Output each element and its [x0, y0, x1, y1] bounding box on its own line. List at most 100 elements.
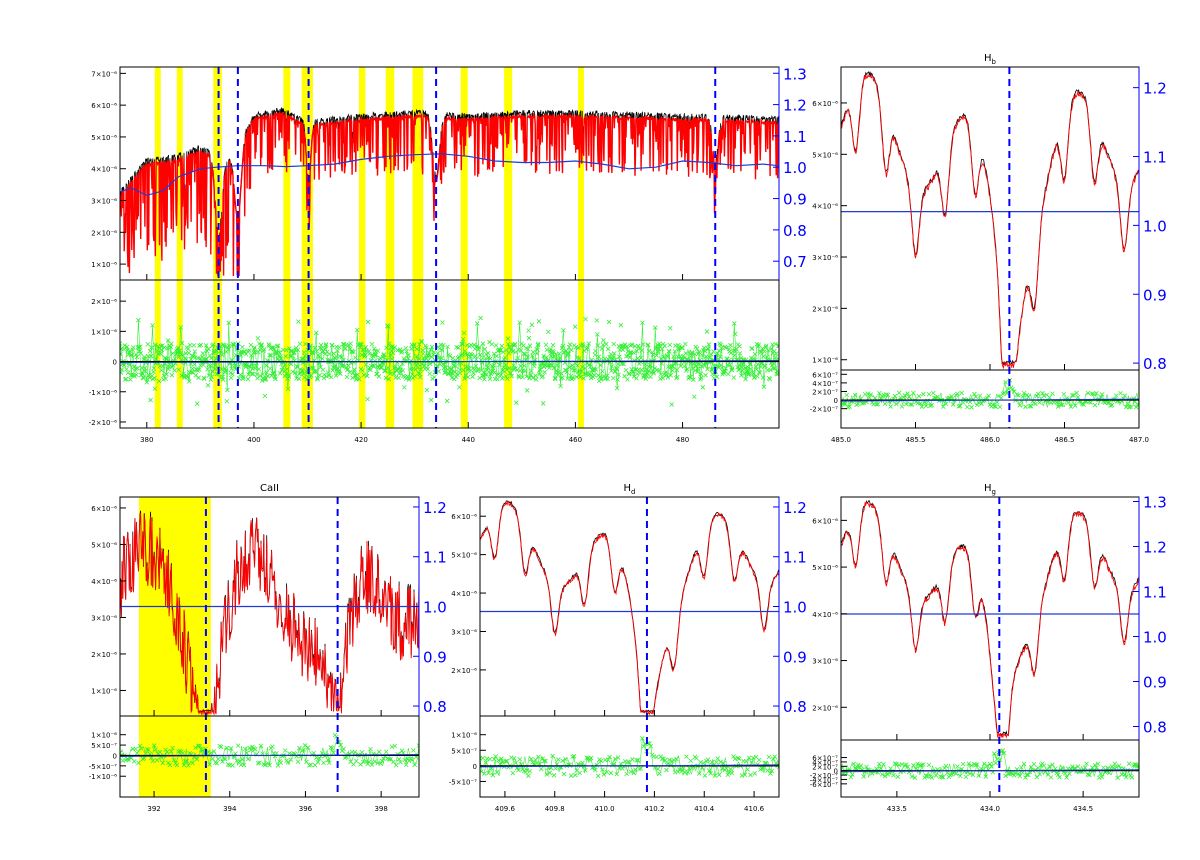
- residual-point: [286, 374, 292, 379]
- residual-point: [332, 356, 338, 361]
- residual-point: [749, 346, 755, 351]
- residual-point: [205, 749, 211, 755]
- x-tick-label: 394: [223, 805, 237, 813]
- residual-point: [399, 348, 405, 354]
- residual-fit-line: [120, 360, 779, 364]
- residual-point: [888, 766, 893, 771]
- residual-point: [329, 745, 335, 751]
- residual-point: [381, 352, 387, 357]
- y-tick-label: 5×10⁻⁶: [451, 552, 477, 560]
- residual-point: [1057, 774, 1062, 780]
- residual-point: [841, 401, 847, 406]
- residual-point: [489, 341, 495, 347]
- right-y-tick-label: 1.0: [783, 159, 807, 177]
- residual-point: [611, 341, 617, 347]
- residual-point: [200, 351, 206, 356]
- residual-point: [257, 760, 262, 765]
- residual-point: [1074, 390, 1079, 396]
- residual-fit-line: [841, 398, 1139, 402]
- residual-point: [414, 346, 420, 352]
- masked-region: [385, 67, 395, 428]
- y-tick-label: 4×10⁻⁶: [812, 203, 838, 211]
- residual-point: [181, 373, 187, 379]
- residual-point: [977, 393, 983, 399]
- residual-point: [1091, 391, 1096, 397]
- residual-point: [261, 348, 266, 354]
- residual-point: [700, 385, 706, 390]
- y-tick-label: 3×10⁻⁶: [91, 198, 117, 206]
- panel-caii: 392 394 396 398 1×10⁻⁶ 2×10⁻⁶ 3×10⁻⁶ 4×10⁻⁶ 5×10…: [89, 483, 447, 813]
- residual-point: [457, 384, 462, 390]
- residual-point: [255, 336, 261, 341]
- residual-y-tick-label: -5×10⁻⁷: [89, 763, 117, 771]
- residual-point: [328, 745, 334, 750]
- residual-point: [577, 770, 582, 776]
- residual-point: [497, 347, 503, 353]
- masked-region: [358, 67, 366, 428]
- residual-point: [158, 351, 163, 356]
- residual-point: [495, 376, 500, 382]
- residual-point: [403, 376, 409, 381]
- residual-point: [687, 374, 692, 380]
- residual-point: [383, 375, 389, 381]
- y-tick-label: 1×10⁻⁶: [91, 261, 117, 269]
- residual-point: [214, 760, 220, 766]
- residual-point: [600, 368, 605, 374]
- residual-point: [420, 351, 426, 356]
- residual-point: [594, 318, 600, 323]
- residual-point: [172, 368, 177, 373]
- residual-point: [1014, 392, 1020, 397]
- residual-point: [918, 401, 923, 406]
- residual-point: [544, 347, 550, 353]
- residual-point: [343, 346, 348, 351]
- residual-point: [775, 356, 779, 361]
- residual-point: [865, 391, 871, 396]
- residual-point: [766, 754, 772, 760]
- residual-point: [230, 763, 235, 768]
- residual-point: [120, 341, 123, 346]
- residual-point: [142, 354, 147, 360]
- residual-point: [737, 344, 742, 349]
- right-y-tick-label: 1.0: [1143, 217, 1167, 235]
- right-y-tick-label: 0.9: [783, 648, 807, 666]
- residual-point: [550, 342, 556, 348]
- residual-point: [598, 377, 604, 382]
- residual-point: [502, 355, 508, 360]
- residual-point: [197, 743, 203, 749]
- residual-y-tick-label: 4×10⁻⁷: [812, 380, 838, 388]
- residual-point: [608, 770, 614, 776]
- residual-point: [296, 376, 302, 381]
- x-tick-label: 410.6: [744, 805, 765, 813]
- residual-point: [144, 747, 150, 752]
- residual-point: [285, 376, 290, 381]
- residual-point: [615, 755, 621, 760]
- masked-region: [301, 67, 313, 428]
- residual-point: [122, 343, 127, 348]
- residual-y-tick-label: -2×10⁻⁷: [810, 406, 838, 414]
- panel-full: 380 400 420 440 460 480 1×10⁻⁶ 2×10⁻⁶ 3×10⁻⁶ 4×10…: [89, 65, 807, 444]
- panel-frame: [840, 66, 1140, 429]
- residual-point: [505, 336, 511, 341]
- residual-point: [375, 348, 381, 354]
- residual-point: [751, 371, 756, 376]
- residual-point: [398, 759, 403, 765]
- residual-point: [471, 370, 476, 376]
- residual-point: [536, 319, 542, 324]
- residual-series: [841, 378, 1139, 410]
- residual-point: [464, 342, 470, 348]
- residual-point: [475, 366, 481, 372]
- residual-point: [921, 391, 926, 397]
- residual-point: [137, 344, 143, 349]
- residual-point: [510, 770, 516, 776]
- residual-point: [735, 755, 740, 761]
- residual-point: [499, 343, 505, 349]
- residual-point: [997, 404, 1003, 410]
- residual-point: [684, 754, 689, 759]
- residual-point: [1099, 774, 1105, 780]
- residual-point: [1040, 390, 1045, 396]
- residual-point: [287, 751, 292, 756]
- residual-point: [141, 375, 146, 381]
- masked-region: [504, 67, 513, 428]
- residual-point: [714, 374, 720, 380]
- residual-point: [367, 351, 372, 357]
